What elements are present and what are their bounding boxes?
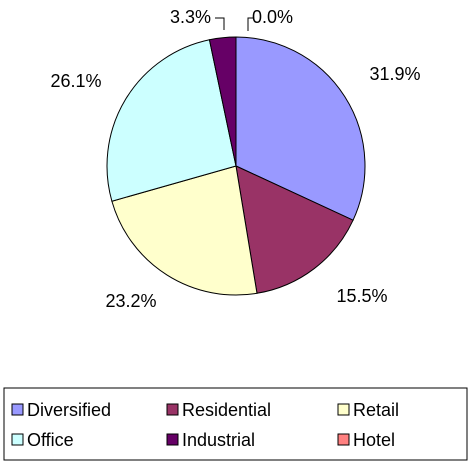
pie-slice	[111, 165, 258, 296]
legend-label: Diversified	[27, 400, 111, 420]
legend-swatch	[11, 403, 24, 416]
leader-line	[215, 17, 225, 30]
legend-box	[3, 387, 468, 461]
legend-label: Residential	[182, 400, 271, 420]
legend-swatch	[166, 403, 179, 416]
data-label: 31.9%	[369, 64, 420, 84]
legend-swatch	[11, 433, 24, 446]
legend-swatch	[337, 433, 350, 446]
data-label: 15.5%	[336, 286, 387, 306]
data-label: 3.3%	[170, 7, 211, 27]
data-label: 23.2%	[105, 291, 156, 311]
legend-label: Hotel	[353, 430, 395, 450]
legend-label: Retail	[353, 400, 399, 420]
data-label: 0.0%	[252, 7, 293, 27]
pie-slice	[235, 165, 354, 294]
leader-line	[247, 17, 253, 31]
data-label: 26.1%	[50, 71, 101, 91]
legend-label: Industrial	[182, 430, 255, 450]
legend-swatch	[166, 433, 179, 446]
pie-slice	[106, 39, 237, 202]
legend-label: Office	[27, 430, 74, 450]
pie-slice	[235, 36, 366, 221]
legend-swatch	[337, 403, 350, 416]
